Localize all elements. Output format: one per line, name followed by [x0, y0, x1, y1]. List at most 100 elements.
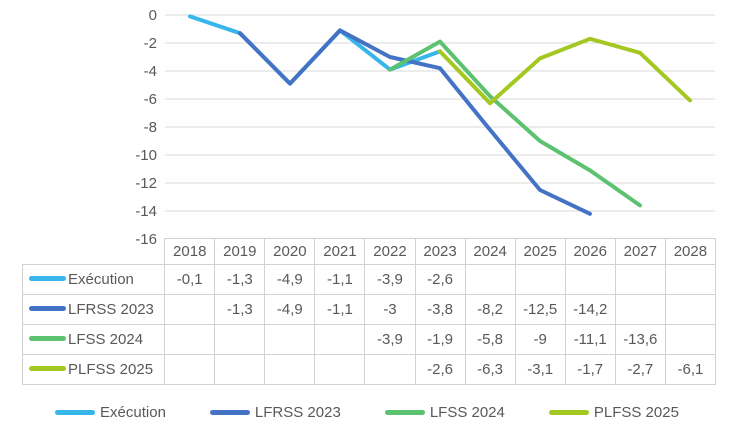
legend-line-icon — [209, 409, 250, 415]
series-line-lfrss-2023[interactable] — [238, 28, 592, 216]
value-cell: -1,7 — [564, 354, 616, 385]
year-header: 2023 — [414, 238, 466, 265]
value-cell: -3,9 — [364, 324, 416, 355]
year-header: 2019 — [214, 238, 266, 265]
series-line-lfss-2024[interactable] — [388, 39, 642, 208]
series-name: PLFSS 2025 — [68, 361, 154, 378]
year-header: 2026 — [564, 238, 616, 265]
value-cell: -4,9 — [264, 294, 316, 325]
legend-item-plfss-2025[interactable]: PLFSS 2025 — [548, 403, 679, 421]
year-header: 2027 — [614, 238, 666, 265]
value-cell — [164, 324, 216, 355]
table-header-row: 2018 2019 2020 2021 2022 2023 2024 2025 2026 2027… — [23, 238, 717, 265]
legend-label: LFSS 2024 — [429, 403, 505, 421]
value-cell: -1,1 — [314, 264, 366, 295]
table-row: LFRSS 2023 -1,3 -4,9 -1,1 -3 -3,8 -8,2 -12,5 -14… — [21, 294, 717, 325]
value-cell — [614, 264, 666, 295]
value-cell: -4,9 — [264, 264, 316, 295]
value-cell: -3,8 — [414, 294, 466, 325]
series-name: Exécution — [68, 271, 134, 288]
year-header: 2028 — [664, 238, 717, 265]
value-cell: -14,2 — [564, 294, 616, 325]
legend-line-icon — [384, 409, 425, 415]
value-cell: -5,8 — [464, 324, 516, 355]
value-cell — [264, 324, 316, 355]
value-cell — [164, 354, 216, 385]
value-cell — [664, 324, 717, 355]
legend-key-icon — [29, 306, 66, 312]
value-cell — [214, 354, 266, 385]
value-cell — [614, 294, 666, 325]
value-cell: -0,1 — [164, 264, 216, 295]
y-axis-tick-label: -6 — [144, 91, 157, 108]
series-name: LFRSS 2023 — [68, 301, 154, 318]
year-header: 2021 — [314, 238, 366, 265]
value-cell — [214, 324, 266, 355]
value-cell: -1,3 — [214, 264, 266, 295]
legend-label: LFRSS 2023 — [254, 403, 341, 421]
value-cell: -3,1 — [514, 354, 566, 385]
value-cell: -1,1 — [314, 294, 366, 325]
y-axis-tick-label: -12 — [135, 175, 157, 192]
chart-legend: Exécution LFRSS 2023 LFSS 2024 PLFSS 2025 — [0, 400, 734, 424]
table-row: PLFSS 2025 -2,6 -6,3 -3,1 -1,7 -2,7 -6,1 — [21, 354, 717, 385]
legend-key-icon — [29, 276, 66, 282]
value-cell: -9 — [514, 324, 566, 355]
value-cell: -3 — [364, 294, 416, 325]
series-row-header: Exécution — [21, 264, 166, 295]
value-cell — [514, 264, 566, 295]
legend-key-icon — [29, 366, 66, 372]
table-corner-cell — [23, 239, 165, 265]
value-cell: -11,1 — [564, 324, 616, 355]
series-line-plfss-2025[interactable] — [438, 36, 692, 106]
legend-label: Exécution — [100, 403, 166, 421]
y-axis-tick-label: -8 — [144, 119, 157, 136]
data-table: 2018 2019 2020 2021 2022 2023 2024 2025 2026 2027… — [21, 238, 717, 385]
value-cell: -1,9 — [414, 324, 466, 355]
value-cell — [314, 354, 366, 385]
legend-label: PLFSS 2025 — [593, 403, 679, 421]
series-row-header: LFSS 2024 — [21, 324, 166, 355]
value-cell — [564, 264, 616, 295]
value-cell: -2,6 — [414, 264, 466, 295]
value-cell: -8,2 — [464, 294, 516, 325]
series-line-exécution[interactable] — [188, 14, 442, 86]
value-cell: -1,3 — [214, 294, 266, 325]
year-header: 2025 — [514, 238, 566, 265]
year-header: 2018 — [164, 238, 216, 265]
value-cell — [664, 294, 717, 325]
value-cell: -2,7 — [614, 354, 666, 385]
value-cell — [264, 354, 316, 385]
value-cell: -2,6 — [414, 354, 466, 385]
table-row: Exécution -0,1 -1,3 -4,9 -1,1 -3,9 -2,6 — [21, 264, 717, 295]
legend-item-lfss-2024[interactable]: LFSS 2024 — [384, 403, 505, 421]
value-cell — [164, 294, 216, 325]
value-cell: -13,6 — [614, 324, 666, 355]
series-name: LFSS 2024 — [68, 331, 144, 348]
table-row: LFSS 2024 -3,9 -1,9 -5,8 -9 -11,1 -13,6 — [21, 324, 717, 355]
value-cell — [464, 264, 516, 295]
y-axis-tick-label: -4 — [144, 63, 157, 80]
y-axis-tick-label: -16 — [135, 231, 157, 244]
chart-canvas[interactable]: 0 -2 -4 -6 -8 -10 -12 -14 -16 — [0, 0, 734, 244]
table-body: Exécution -0,1 -1,3 -4,9 -1,1 -3,9 -2,6 LFRSS 2… — [21, 264, 717, 385]
legend-line-icon — [55, 409, 96, 415]
legend-item-exécution[interactable]: Exécution — [55, 405, 166, 420]
legend-key-icon — [29, 336, 66, 342]
value-cell — [364, 354, 416, 385]
value-cell: -12,5 — [514, 294, 566, 325]
y-axis-tick-label: -10 — [135, 147, 157, 164]
series-row-header: PLFSS 2025 — [21, 354, 166, 385]
y-axis-tick-label: 0 — [149, 7, 157, 24]
year-header: 2024 — [464, 238, 516, 265]
legend-line-icon — [548, 409, 589, 415]
value-cell — [314, 324, 366, 355]
value-cell: -6,3 — [464, 354, 516, 385]
legend-item-lfrss-2023[interactable]: LFRSS 2023 — [209, 403, 341, 421]
year-header: 2022 — [364, 238, 416, 265]
year-header: 2020 — [264, 238, 316, 265]
y-axis-tick-label: -14 — [135, 203, 157, 220]
value-cell — [664, 264, 717, 295]
value-cell: -6,1 — [664, 354, 717, 385]
